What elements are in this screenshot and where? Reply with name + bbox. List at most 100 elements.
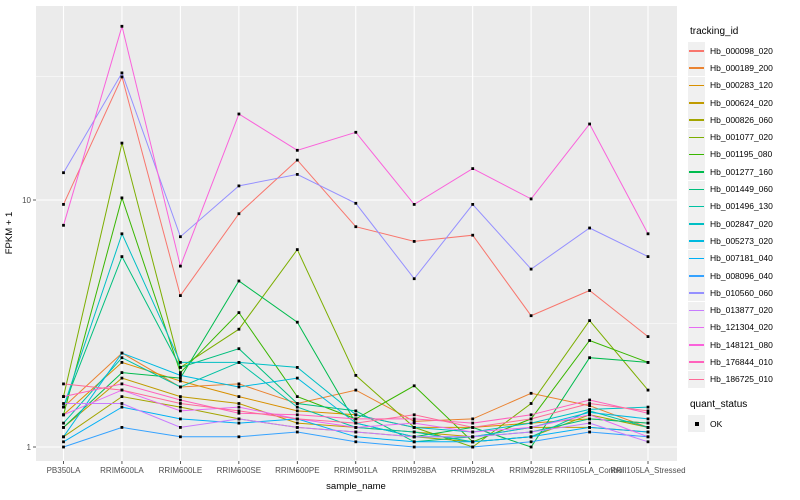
data-point-Hb_010560_060 [412,277,416,281]
quant-ok-key [688,415,705,433]
legend-quant-status-block: quant_status OK [688,398,800,433]
data-point-Hb_000189_200 [471,417,475,421]
data-point-Hb_001195_080 [120,196,124,200]
legend-label: Hb_001496_130 [710,201,773,212]
data-point-Hb_000624_020 [237,402,241,405]
color-line-swatch-icon [689,153,704,156]
legend-key-Hb_121304_020 [688,318,705,336]
legend-tracking-rows: Hb_000098_020 Hb_000189_200 Hb_000283_120 H… [688,42,800,388]
data-point-Hb_121304_020 [646,435,650,439]
data-point-Hb_000283_120 [295,409,299,413]
data-point-Hb_013877_020 [62,402,65,405]
data-point-Hb_000098_020 [588,289,591,292]
legend-item-Hb_000826_060: Hb_000826_060 [688,111,800,129]
color-line-swatch-icon [689,292,704,294]
data-point-Hb_001077_020 [529,402,533,405]
color-line-swatch-icon [689,378,704,381]
data-point-Hb_007181_040 [354,435,358,439]
data-point-Hb_010560_060 [120,71,124,75]
x-tick-label: RRIM600LA [100,466,144,475]
data-point-Hb_148121_080 [179,264,182,268]
data-point-Hb_000189_200 [237,382,241,386]
data-point-Hb_010560_060 [471,203,475,206]
legend-tracking-id-block: tracking_id Hb_000098_020 Hb_000189_200 Hb… [688,26,800,388]
data-point-Hb_176844_010 [412,417,416,421]
data-point-Hb_001077_020 [588,319,591,322]
data-point-Hb_013877_020 [354,430,358,434]
legend-label: Hb_007181_040 [710,253,773,264]
data-point-Hb_001077_020 [295,248,299,251]
color-line-swatch-icon [689,361,704,363]
color-line-swatch-icon [689,119,704,121]
data-point-Hb_005273_020 [646,417,650,421]
data-point-Hb_001277_160 [237,279,241,283]
data-point-Hb_000098_020 [354,225,358,229]
legend-label: Hb_000826_060 [710,114,773,125]
data-point-Hb_001449_060 [588,417,591,421]
legend-item-Hb_121304_020: Hb_121304_020 [688,318,800,336]
x-tick-label: PB350LA [47,466,81,475]
legend-item-Hb_000098_020: Hb_000098_020 [688,42,800,60]
data-point-Hb_121304_020 [179,409,182,413]
x-tick-label: RRII105LA_Stressed [610,466,685,475]
legend-label: Hb_001449_060 [710,184,773,195]
legend-item-Hb_000283_120: Hb_000283_120 [688,76,800,94]
data-point-Hb_001496_130 [295,405,299,409]
data-point-Hb_186725_010 [646,409,650,413]
x-tick-label: RRIM600LE [159,466,203,475]
legend-label: Hb_008096_040 [710,270,773,281]
legend-key-Hb_013877_020 [688,301,705,319]
legend-item-Hb_005273_020: Hb_005273_020 [688,232,800,250]
data-point-Hb_002847_020 [62,405,65,409]
legend-item-Hb_176844_010: Hb_176844_010 [688,353,800,371]
legend-key-Hb_176844_010 [688,353,705,371]
legend-item-Hb_186725_010: Hb_186725_010 [688,370,800,388]
data-point-Hb_010560_060 [237,184,241,188]
data-point-Hb_001077_020 [646,388,650,392]
data-point-Hb_010560_060 [354,201,358,205]
legend-key-Hb_186725_010 [688,370,705,388]
legend-item-Hb_010560_060: Hb_010560_060 [688,284,800,302]
data-point-Hb_176844_010 [529,413,533,417]
data-point-Hb_008096_040 [588,430,591,434]
data-point-Hb_001195_080 [237,311,241,314]
legend-label: Hb_010560_060 [710,287,773,298]
data-point-Hb_186725_010 [588,402,591,405]
data-point-Hb_013877_020 [179,426,182,429]
data-point-Hb_001195_080 [179,371,182,374]
data-point-Hb_002847_020 [529,421,533,425]
color-line-swatch-icon [689,240,704,242]
data-point-Hb_000098_020 [646,335,650,338]
data-point-Hb_186725_010 [354,421,358,425]
x-tick-label: RRIM928LA [451,466,495,475]
legend-key-Hb_005273_020 [688,232,705,250]
data-point-Hb_001496_130 [179,385,182,389]
color-line-swatch-icon [689,102,704,104]
data-point-Hb_010560_060 [295,173,299,176]
x-axis: PB350LA RRIM600LA RRIM600LE RRIM600SE RRIM60… [47,461,686,475]
x-tick-label: RRII105LA_Control [555,466,625,475]
data-point-Hb_001077_020 [120,141,124,145]
legend-label: Hb_186725_010 [710,374,773,385]
color-line-swatch-icon [689,171,704,173]
data-point-Hb_000098_020 [120,75,124,79]
data-point-Hb_002847_020 [237,361,241,364]
data-point-Hb_000826_060 [120,395,124,398]
legend-title-quant-status: quant_status [690,398,748,410]
data-point-Hb_176844_010 [588,398,591,402]
data-point-Hb_008096_040 [62,445,65,449]
data-point-Hb_121304_020 [237,405,241,409]
data-point-Hb_007181_040 [120,405,124,409]
legend-key-Hb_008096_040 [688,267,705,284]
x-tick-label: RRIM928LE [509,466,553,475]
data-point-Hb_186725_010 [237,409,241,413]
data-point-Hb_002847_020 [412,426,416,429]
data-point-Hb_148121_080 [471,167,475,170]
data-point-Hb_121304_020 [62,413,65,417]
legend-key-Hb_000624_020 [688,94,705,112]
color-line-swatch-icon [689,67,704,69]
legend-label: Hb_005273_020 [710,235,773,246]
data-point-Hb_000624_020 [120,376,124,380]
legend-label: Hb_148121_080 [710,339,773,350]
